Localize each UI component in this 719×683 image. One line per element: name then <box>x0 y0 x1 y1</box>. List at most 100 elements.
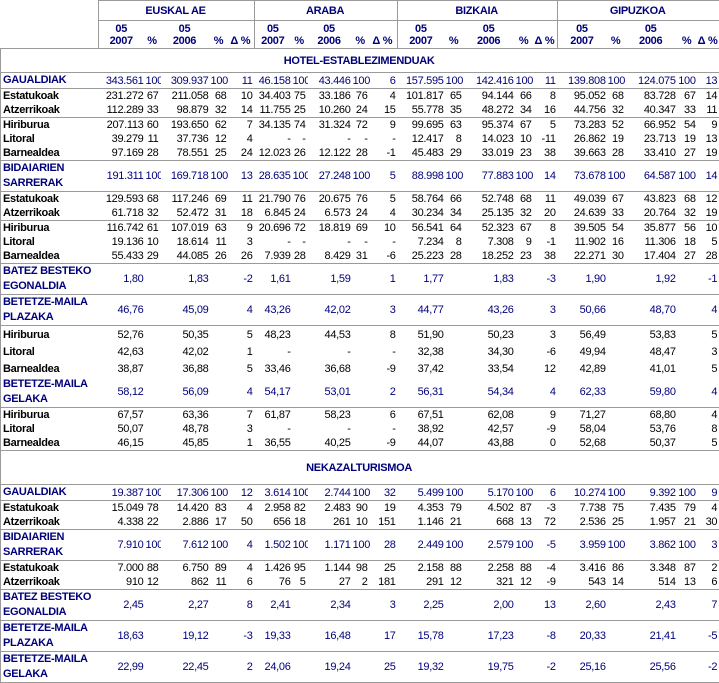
table-cell <box>608 621 626 652</box>
table-cell: 33.410 <box>626 146 678 161</box>
table-cell <box>146 343 161 360</box>
table-cell: 2 <box>229 652 255 683</box>
table-cell: 76 <box>293 192 308 207</box>
table-cell: 87 <box>678 561 698 576</box>
table-cell: 26.862 <box>558 132 608 146</box>
table-cell: 1.171 <box>308 530 353 561</box>
table-cell: 18 <box>293 515 308 530</box>
table-cell: 4 <box>698 408 719 423</box>
table-cell: 207.113 <box>99 118 146 133</box>
table-cell: 1,80 <box>99 264 146 295</box>
row-label-text: Litoral <box>3 133 35 145</box>
table-cell: 8 <box>534 221 558 236</box>
table-cell <box>353 621 370 652</box>
table-cell: 4 <box>229 561 255 576</box>
table-cell: 30 <box>608 249 626 264</box>
table-cell <box>516 590 534 621</box>
table-cell: 12 <box>516 575 534 590</box>
subcolumn-header: % <box>211 21 229 49</box>
table-cell: 5 <box>698 436 719 451</box>
table-cell: 1,83 <box>161 264 211 295</box>
table-cell <box>353 326 370 344</box>
table-cell: 100 <box>678 485 698 501</box>
row-label: Atzerrikoak <box>1 575 99 590</box>
table-cell: 77.883 <box>464 161 516 192</box>
table-cell <box>446 408 464 423</box>
table-cell: 25 <box>293 103 308 118</box>
row-label-text: Atzerrikoak <box>3 207 60 219</box>
table-cell <box>516 422 534 436</box>
table-cell: 11 <box>146 132 161 146</box>
table-cell: 11 <box>229 73 255 89</box>
table-cell <box>446 590 464 621</box>
table-cell <box>446 436 464 451</box>
row-label: Barnealdea <box>1 249 99 264</box>
table-cell: 62 <box>211 118 229 133</box>
table-cell: 27 <box>678 146 698 161</box>
table-cell: 68 <box>608 89 626 104</box>
table-cell: 321 <box>464 575 516 590</box>
table-cell <box>516 408 534 423</box>
table-cell: 44.756 <box>558 103 608 118</box>
row-label-text: Litoral <box>3 236 35 248</box>
table-cell: 48.272 <box>464 103 516 118</box>
table-cell: 14 <box>608 575 626 590</box>
table-cell: 72 <box>534 515 558 530</box>
table-cell: 58,04 <box>558 422 608 436</box>
table-cell: 88 <box>146 561 161 576</box>
table-cell: 12 <box>446 575 464 590</box>
table-cell: 27.248 <box>308 161 353 192</box>
table-cell: 3.959 <box>558 530 608 561</box>
subcolumn-header: Δ % <box>370 21 398 49</box>
table-cell: 59,80 <box>626 377 678 408</box>
table-cell: 5 <box>698 326 719 344</box>
row-label-text: Barnealdea <box>3 363 59 375</box>
subcolumn-label: 05 <box>645 23 657 35</box>
table-cell: 3 <box>534 326 558 344</box>
table-cell: 193.650 <box>161 118 211 133</box>
table-cell: 18 <box>229 206 255 221</box>
row-label: Hiriburua <box>1 221 99 236</box>
table-cell: 35 <box>446 103 464 118</box>
table-cell: 71,27 <box>558 408 608 423</box>
table-cell: 19 <box>370 501 398 516</box>
table-cell: 88.998 <box>398 161 446 192</box>
table-cell: 43,26 <box>464 295 516 326</box>
table-cell: 67 <box>516 118 534 133</box>
table-cell <box>353 295 370 326</box>
table-cell: 3.862 <box>626 530 678 561</box>
table-cell: - <box>370 422 398 436</box>
table-cell <box>211 295 229 326</box>
table-cell: 4 <box>370 206 398 221</box>
table-cell: 18,63 <box>99 621 146 652</box>
table-cell: 12.417 <box>398 132 446 146</box>
table-cell: 8 <box>698 422 719 436</box>
table-cell: 34.135 <box>255 118 293 133</box>
row-label: Atzerrikoak <box>1 103 99 118</box>
table-cell: 6 <box>370 408 398 423</box>
table-cell <box>146 590 161 621</box>
table-cell: 25.223 <box>398 249 446 264</box>
row-label-text: Barnealdea <box>3 437 59 449</box>
table-cell: 1,77 <box>398 264 446 295</box>
table-cell: 139.808 <box>558 73 608 89</box>
table-cell <box>211 652 229 683</box>
table-cell: 16,48 <box>308 621 353 652</box>
row-label-text: Estatukoak <box>3 193 59 205</box>
table-cell: 46,76 <box>99 295 146 326</box>
table-cell <box>678 377 698 408</box>
table-cell: 24,06 <box>255 652 293 683</box>
table-cell: 2,45 <box>99 590 146 621</box>
table-cell: 79 <box>678 501 698 516</box>
row-label: Estatukoak <box>1 561 99 576</box>
table-cell: 25.135 <box>464 206 516 221</box>
table-cell: 107.019 <box>161 221 211 236</box>
table-cell: 2 <box>353 575 370 590</box>
table-cell <box>211 360 229 377</box>
table-cell: 4 <box>698 295 719 326</box>
table-cell <box>516 264 534 295</box>
table-cell: 48,78 <box>161 422 211 436</box>
